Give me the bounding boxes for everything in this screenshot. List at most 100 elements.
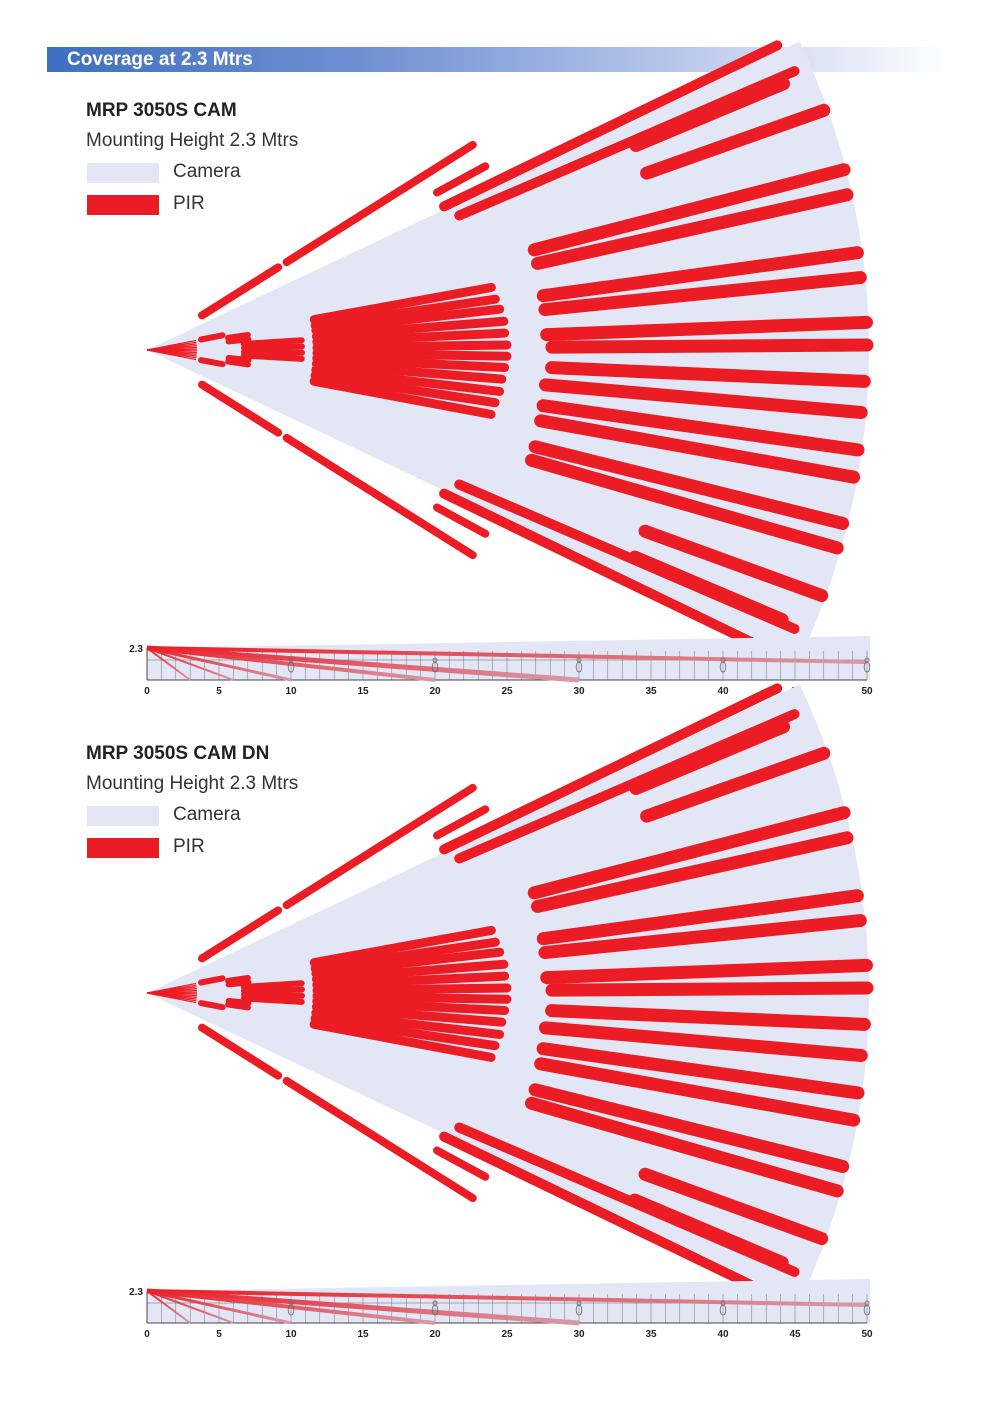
pir-beam-mid [311, 959, 509, 984]
pir-beam-wide [198, 1023, 283, 1080]
pir-beam-mid [312, 971, 510, 990]
pir-beam-long [536, 399, 865, 457]
pir-beam-long [538, 378, 868, 419]
camera-swatch [87, 163, 159, 183]
side-pir-ray [146, 1290, 191, 1324]
pir-beam-wide [433, 503, 490, 538]
pir-beam-mid [311, 1002, 507, 1027]
x-tick-label: 25 [501, 1329, 513, 1340]
pir-swatch [87, 195, 159, 215]
pir-beam-long [540, 315, 873, 342]
pir-beam-near [225, 336, 252, 345]
page-title: Coverage at 2.3 Mtrs [67, 49, 253, 70]
pir-beam-near [240, 986, 305, 994]
pir-beam-long [640, 746, 831, 823]
pir-beam-long [629, 77, 791, 152]
person-figure-icon [863, 1300, 871, 1316]
pir-beam-mid [311, 1008, 505, 1039]
x-tick-label: 10 [285, 1329, 297, 1340]
side-pir-ray [146, 1289, 292, 1325]
height-label: 2.3 [129, 1287, 143, 1298]
pir-beam-long [640, 103, 831, 180]
pir-beam-long [545, 338, 874, 354]
x-tick-label: 25 [501, 686, 513, 697]
pir-beam-origin [146, 992, 197, 1004]
pir-beam-near [225, 358, 251, 368]
pir-beam-long [527, 163, 851, 257]
side-pir-ray [146, 646, 436, 682]
side-pir-ray [146, 1289, 436, 1325]
person-figure-icon [863, 657, 871, 673]
section-mrp-3050s-cam: MRP 3050S CAM Mounting Height 2.3 Mtrs C… [0, 100, 1000, 700]
side-pir-ray [146, 1288, 580, 1326]
pir-beam-outer [439, 683, 783, 855]
person-figure-icon [431, 657, 439, 673]
pir-beam-near [225, 355, 252, 363]
x-tick-label: 50 [861, 1329, 873, 1340]
side-pir-ray [146, 1289, 868, 1307]
pir-beam-mid [310, 937, 500, 973]
pir-beam-long [638, 524, 829, 603]
pir-beam-wide [198, 906, 283, 963]
pir-beam-long [536, 889, 864, 946]
pir-beam-near [240, 343, 305, 351]
pir-beam-long [536, 1042, 865, 1100]
side-pir-ray [146, 645, 580, 683]
pir-beam-wide [282, 140, 477, 267]
pir-beam-near [240, 991, 305, 999]
legend-camera-label: Camera [173, 804, 241, 825]
height-label: 2.3 [129, 644, 143, 655]
side-pir-ray [146, 647, 191, 681]
side-view-chart: 2.3 0 5 10 15 20 25 30 35 40 45 50 [129, 1279, 873, 1340]
pir-beam-long [545, 361, 871, 388]
side-pir-ray [146, 647, 234, 681]
pir-beam-mid [310, 370, 500, 408]
x-tick-label: 30 [573, 1329, 585, 1340]
x-tick-label: 5 [216, 1329, 222, 1340]
pir-beam-mid [312, 348, 512, 361]
pir-beam-mid [309, 282, 496, 325]
pir-beam-long [538, 914, 867, 960]
pir-beam-wide [198, 263, 283, 320]
pir-beam-near [240, 337, 305, 347]
x-tick-label: 35 [645, 1329, 657, 1340]
mounting-height: Mounting Height 2.3 Mtrs [86, 773, 299, 794]
pir-beam-near [225, 979, 252, 988]
pir-beam-near [197, 332, 226, 343]
pir-beam-mid [312, 996, 510, 1015]
pir-beam-near [240, 980, 305, 990]
person-figure-icon [575, 1300, 583, 1316]
pir-beam-long [534, 1057, 861, 1127]
section-mrp-3050s-cam-dn: MRP 3050S CAM DN Mounting Height 2.3 Mtr… [0, 743, 1000, 1343]
pir-beam-long [525, 1096, 844, 1198]
pir-beam-mid [311, 359, 507, 384]
pir-beam-wide [433, 805, 490, 840]
pir-beam-long [525, 453, 844, 555]
pir-beam-long [538, 1021, 868, 1062]
camera-swatch [87, 806, 159, 826]
pir-beam-long [538, 271, 867, 317]
person-figure-icon [431, 1300, 439, 1316]
pir-beam-long [545, 1004, 871, 1031]
pir-beam-near [197, 975, 226, 986]
person-figure-icon [719, 657, 727, 673]
x-tick-label: 40 [717, 686, 729, 697]
coverage-top-view [146, 40, 874, 640]
pir-swatch [87, 838, 159, 858]
pir-beam-outer [454, 66, 800, 221]
pir-beam-outer [454, 479, 800, 634]
legend-pir-label: PIR [173, 193, 205, 214]
pir-beam-long [629, 720, 791, 795]
pir-beam-mid [310, 294, 500, 330]
x-tick-label: 45 [789, 1329, 801, 1340]
x-tick-label: 20 [429, 686, 441, 697]
pir-beam-mid [311, 947, 505, 978]
pir-beam-long [534, 414, 861, 484]
pir-beam-long [527, 806, 851, 900]
x-tick-label: 0 [144, 1329, 150, 1340]
pir-beam-outer [454, 1122, 800, 1277]
model-name: MRP 3050S CAM DN [86, 743, 270, 764]
pir-beam-wide [282, 433, 477, 560]
pir-beam-wide [282, 1076, 477, 1203]
x-tick-label: 20 [429, 1329, 441, 1340]
